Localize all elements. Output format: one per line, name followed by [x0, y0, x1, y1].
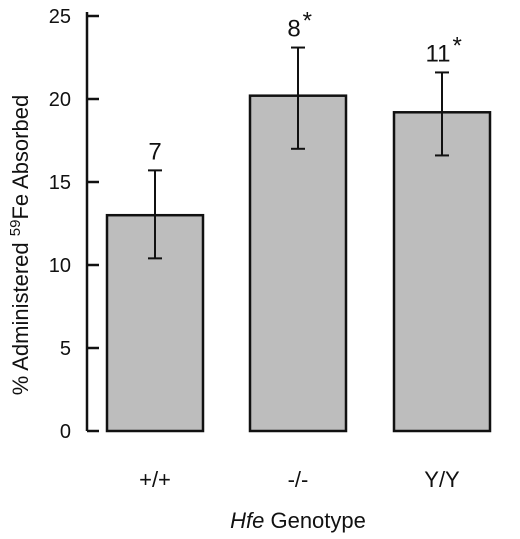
x-axis-title-rest: Genotype — [264, 508, 366, 533]
y-axis-title-prefix: % Administered — [8, 236, 33, 395]
y-tick-label: 5 — [60, 338, 71, 360]
y-tick-label: 15 — [49, 172, 71, 194]
y-tick-label: 0 — [60, 421, 71, 443]
y-axis-title: % Administered 59Fe Absorbed — [7, 95, 33, 395]
significance-mark: * — [452, 32, 461, 59]
bar — [248, 94, 348, 433]
x-category-label: -/- — [288, 467, 309, 492]
axes: 0 5 10 15 20 25 — [49, 6, 99, 443]
x-category-label: Y/Y — [424, 467, 460, 492]
y-axis-title-superscript: 59 — [7, 220, 24, 237]
bar — [392, 111, 492, 433]
y-tick-label: 20 — [49, 89, 71, 111]
y-axis-title-suffix: Fe Absorbed — [8, 95, 33, 220]
x-axis-title: Hfe Genotype — [230, 508, 366, 533]
data-label: 7 — [148, 138, 161, 165]
data-label: 11 — [426, 40, 451, 67]
significance-mark: * — [303, 8, 312, 35]
y-tick-label: 10 — [49, 255, 71, 277]
y-tick-label: 25 — [49, 6, 71, 28]
x-category-label: +/+ — [139, 467, 171, 492]
bars — [105, 46, 492, 433]
data-label: 8 — [287, 16, 300, 43]
x-axis-title-italic: Hfe — [230, 508, 264, 533]
